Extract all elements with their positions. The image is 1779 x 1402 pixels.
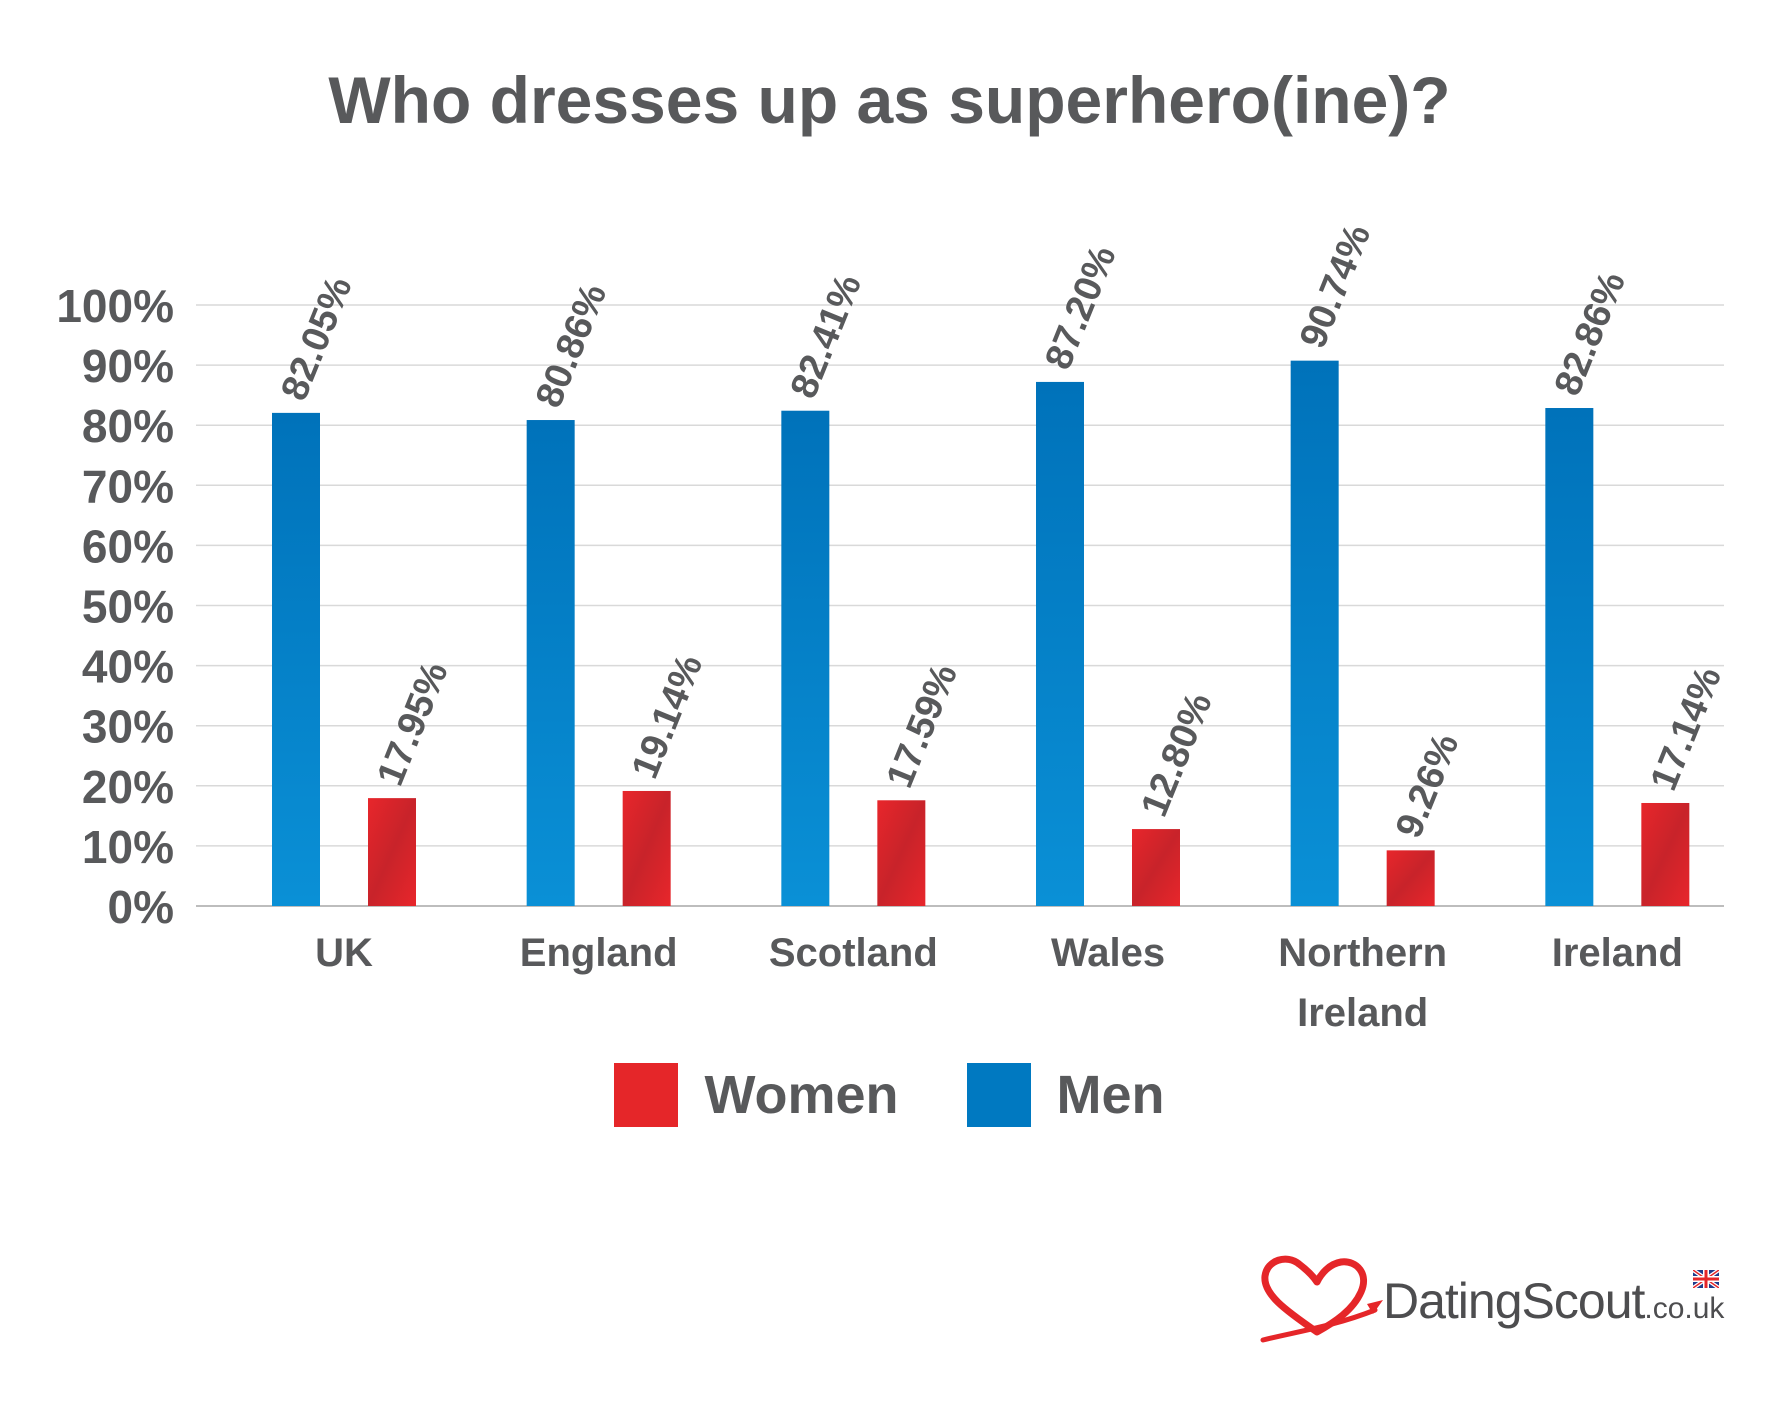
y-tick-label: 40% (82, 641, 174, 693)
bar-men-5 (1545, 408, 1594, 906)
y-tick-label: 0% (108, 881, 174, 933)
y-tick-label: 20% (82, 761, 174, 813)
legend-label-men: Men (1056, 1065, 1165, 1125)
data-label-women-3: 12.80% (1133, 687, 1220, 822)
y-tick-label: 30% (82, 701, 174, 753)
data-label-women-0: 17.95% (369, 656, 456, 791)
legend-swatch-women (614, 1063, 679, 1127)
x-tick-label: England (520, 931, 678, 975)
x-tick-label: Ireland (1552, 931, 1683, 975)
data-label-men-5: 82.86% (1547, 266, 1634, 401)
x-axis-categories: UK England Scotland Wales Northern Ireland Ire… (315, 931, 1683, 1035)
y-tick-label: 80% (82, 400, 174, 452)
chart-title: Who dresses up as superhero(ine)? (328, 63, 1451, 137)
y-tick-label: 10% (82, 821, 174, 873)
x-tick-label: UK (315, 931, 373, 975)
bar-men-3 (1036, 381, 1084, 907)
uk-flag-icon (1693, 1270, 1719, 1288)
data-label-men-2: 82.41% (783, 269, 870, 404)
brand-logo: DatingScout.co.uk (1255, 1248, 1725, 1348)
y-tick-label: 100% (56, 280, 174, 332)
bar-women-2 (877, 800, 926, 906)
data-labels: 82.05% 80.86% 82.41% 87.20% 90.74% 82.86% 17.9… (273, 219, 1730, 844)
bar-women-0 (368, 798, 416, 906)
data-label-women-5: 17.14% (1643, 661, 1730, 796)
bar-women-5 (1641, 802, 1690, 906)
legend: Women Men (0, 1063, 1779, 1127)
legend-item-men: Men (966, 1063, 1165, 1127)
bar-women-1 (622, 790, 671, 906)
brand-name: DatingScout.co.uk (1383, 1272, 1724, 1330)
bar-men-2 (781, 410, 830, 906)
legend-label-women: Women (704, 1065, 899, 1125)
legend-item-women: Women (614, 1063, 899, 1127)
bar-women-4 (1386, 850, 1435, 906)
bar-men-1 (526, 420, 575, 906)
bar-women-3 (1132, 829, 1180, 906)
data-label-men-1: 80.86% (528, 278, 615, 413)
brand-tld: .co.uk (1644, 1292, 1725, 1325)
grid-lines (196, 304, 1724, 907)
x-tick-label: Scotland (769, 931, 938, 975)
y-axis-ticks: 0% 10% 20% 30% 40% 50% 60% 70% 80% 90% 100% (56, 280, 174, 933)
bar-men-4 (1290, 360, 1339, 906)
data-label-men-0: 82.05% (273, 271, 360, 406)
legend-swatch-men (966, 1063, 1031, 1127)
y-tick-label: 50% (82, 581, 174, 633)
data-label-women-1: 19.14% (624, 649, 711, 784)
x-tick-label: Northern Ireland (1278, 931, 1447, 1035)
x-tick-label: Wales (1051, 931, 1165, 975)
data-label-men-3: 87.20% (1037, 240, 1124, 375)
data-label-men-4: 90.74% (1292, 219, 1379, 354)
y-tick-label: 60% (82, 520, 174, 572)
brand-name-text: DatingScout (1383, 1273, 1645, 1329)
heart-arrow-icon (1260, 1255, 1383, 1343)
bars (272, 360, 1690, 907)
y-tick-label: 70% (82, 460, 174, 512)
bar-men-0 (272, 412, 320, 906)
y-tick-label: 90% (82, 340, 174, 392)
